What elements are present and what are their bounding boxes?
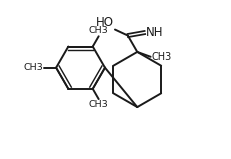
Text: CH3: CH3 bbox=[24, 63, 43, 72]
Text: CH3: CH3 bbox=[151, 52, 171, 62]
Text: CH3: CH3 bbox=[88, 100, 108, 109]
Text: CH3: CH3 bbox=[88, 26, 108, 35]
Text: HO: HO bbox=[96, 16, 113, 29]
Text: NH: NH bbox=[145, 26, 162, 39]
